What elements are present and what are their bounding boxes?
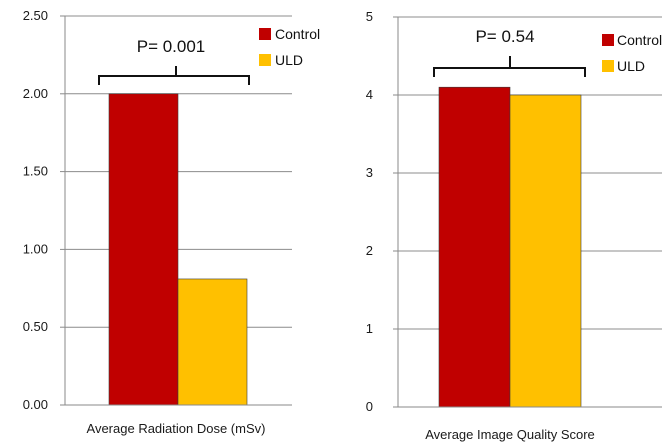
bars-left (108, 93, 248, 406)
y-tick-label: 2.50 (23, 8, 48, 23)
x-axis-label-right: Average Image Quality Score (425, 427, 595, 442)
y-tick-label: 5 (366, 9, 373, 24)
legend-label-control-right: Control (617, 32, 662, 48)
legend-right: Control ULD (602, 32, 662, 74)
y-tick-label: 4 (366, 87, 373, 102)
chart-right: 0 1 2 3 4 5 Average Image Quality Score P= 0.… (366, 9, 662, 442)
bar-control (108, 93, 179, 406)
significance-bracket-right (433, 56, 586, 77)
bar-uld (177, 278, 248, 406)
y-tick-label: 1.50 (23, 164, 48, 179)
bar-control (438, 86, 511, 408)
legend-swatch-control-right (602, 34, 614, 46)
y-tick-label: 0 (366, 399, 373, 414)
legend-swatch-control-left (259, 28, 271, 40)
p-value-annotation-right: P= 0.54 (475, 27, 534, 46)
y-tick-label: 2.00 (23, 86, 48, 101)
y-tick-label: 1.00 (23, 241, 48, 256)
y-tick-label: 0.00 (23, 397, 48, 412)
y-axis-ticks-right: 0 1 2 3 4 5 (366, 9, 373, 414)
legend-left: Control ULD (259, 26, 320, 68)
y-tick-label: 3 (366, 165, 373, 180)
y-axis-ticks-left: 0.00 0.50 1.00 1.50 2.00 2.50 (23, 8, 48, 412)
y-tick-label: 0.50 (23, 319, 48, 334)
p-value-annotation-left: P= 0.001 (137, 37, 206, 56)
chart-left: 0.00 0.50 1.00 1.50 2.00 2.50 Average Radiati… (23, 8, 320, 436)
legend-label-control-left: Control (275, 26, 320, 42)
y-tick-label: 1 (366, 321, 373, 336)
x-axis-label-left: Average Radiation Dose (mSv) (87, 421, 266, 436)
significance-bracket-left (98, 66, 250, 85)
legend-label-uld-right: ULD (617, 58, 645, 74)
legend-swatch-uld-left (259, 54, 271, 66)
gridlines-left (60, 15, 292, 406)
legend-swatch-uld-right (602, 60, 614, 72)
bar-uld (509, 94, 582, 408)
legend-label-uld-left: ULD (275, 52, 303, 68)
y-tick-label: 2 (366, 243, 373, 258)
bars-right (438, 86, 582, 408)
